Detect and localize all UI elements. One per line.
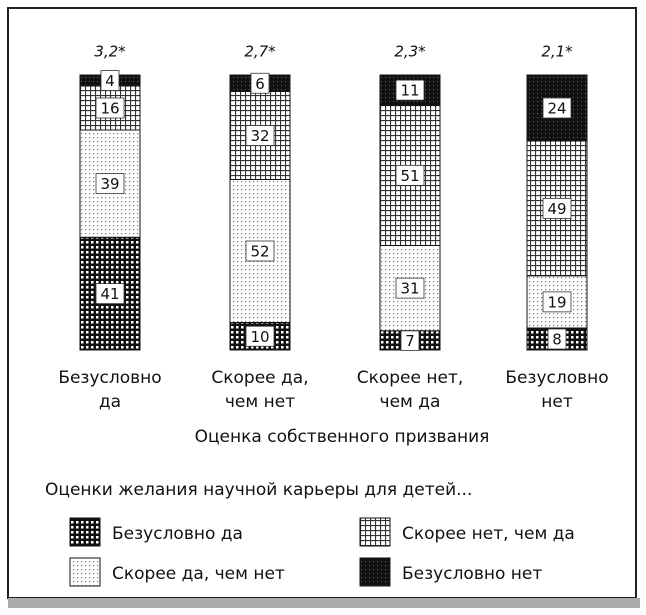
label-box: [395, 164, 425, 186]
label-box: [95, 283, 125, 305]
label-box: [395, 79, 425, 101]
data-label: 7: [405, 332, 415, 350]
data-label: 51: [400, 167, 419, 185]
legend-label: Скорее нет, чем да: [402, 524, 575, 544]
label-box: [542, 291, 572, 313]
annotation: 3,2*: [94, 43, 126, 61]
annotation: 2,3*: [394, 43, 426, 61]
legend-label: Скорее да, чем нет: [112, 564, 285, 584]
x-tick-label: Безусловно: [505, 368, 608, 388]
data-label: 41: [100, 285, 119, 303]
x-axis-label: Оценка собственного призвания: [195, 427, 490, 447]
x-tick-label: да: [99, 392, 121, 412]
label-box: [245, 125, 275, 146]
label-box: [250, 72, 270, 94]
label-box: [245, 325, 275, 347]
data-label: 49: [547, 200, 566, 218]
data-label: 24: [547, 100, 566, 118]
legend-swatch: [359, 517, 391, 547]
x-tick-label: Скорее нет,: [357, 368, 464, 388]
data-label: 6: [255, 75, 265, 93]
legend-label: Безусловно нет: [402, 564, 542, 584]
legend-title: Оценки желания научной карьеры для детей…: [45, 480, 472, 500]
data-label: 10: [250, 328, 269, 346]
annotation: 2,7*: [244, 43, 276, 61]
x-tick-label: нет: [541, 392, 573, 412]
label-box: [245, 240, 275, 262]
data-label: 8: [552, 331, 562, 349]
data-label: 4: [105, 72, 115, 90]
x-tick-label: Скорее да,: [211, 368, 308, 388]
label-box: [100, 70, 120, 91]
legend-swatch: [359, 557, 391, 587]
x-tick-label: Безусловно: [58, 368, 161, 388]
legend-swatch: [69, 557, 101, 587]
x-tick-label: чем да: [380, 392, 441, 412]
label-box: [542, 97, 572, 119]
label-box: [95, 173, 125, 195]
label-box: [395, 277, 425, 299]
data-label: 11: [400, 82, 419, 100]
x-tick-label: чем нет: [225, 392, 295, 412]
annotation: 2,1*: [541, 43, 573, 61]
data-label: 16: [100, 100, 119, 118]
data-label: 52: [250, 243, 269, 261]
data-label: 39: [100, 175, 119, 193]
bar-segment: [526, 140, 588, 277]
shadow: [8, 598, 640, 608]
label-box: [542, 197, 572, 219]
data-label: 19: [547, 293, 566, 311]
label-box: [95, 97, 125, 119]
label-box: [547, 328, 567, 350]
data-label: 31: [400, 280, 419, 298]
data-label: 32: [250, 127, 269, 145]
legend-label: Безусловно да: [112, 524, 243, 544]
legend-swatch: [69, 517, 101, 547]
